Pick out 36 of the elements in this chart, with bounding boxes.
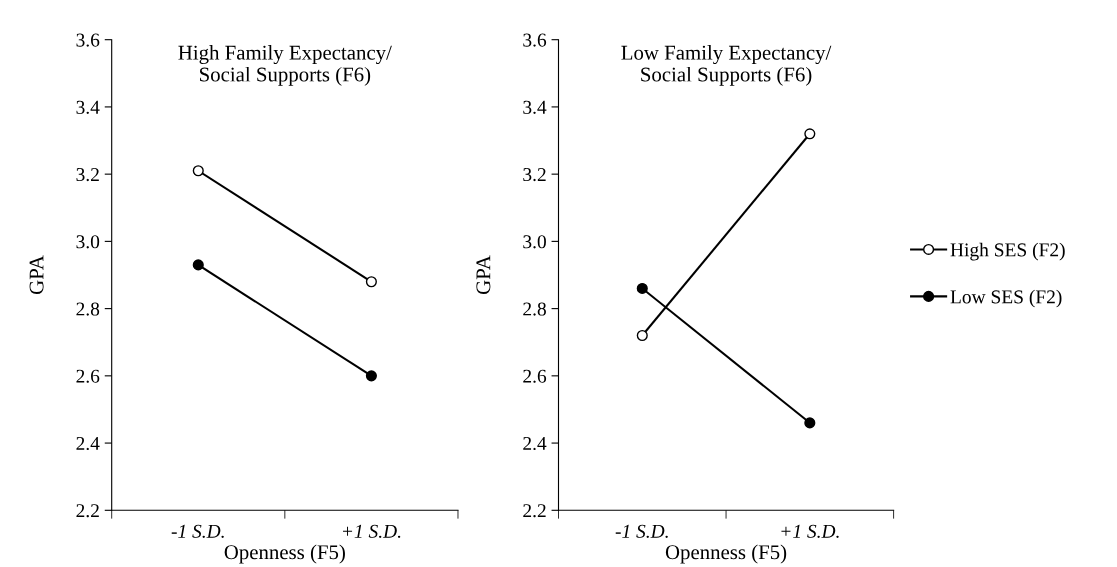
y-tick-label: 2.4 — [76, 436, 100, 451]
point — [804, 128, 816, 140]
text: Low Family Expectancy/ Social Supports (F6) — [621, 45, 832, 86]
point — [365, 276, 377, 288]
x-tick-label: +1 S.D. — [781, 524, 839, 538]
x-tick-label: -1 S.D. — [171, 524, 224, 538]
y-tick-label: 2.8 — [523, 302, 546, 316]
x-tick-label: +1 S.D. — [343, 524, 401, 538]
y-tick-label: 3.4 — [76, 100, 100, 114]
point — [192, 259, 204, 271]
legend-label: Low SES (F2) — [950, 289, 1062, 308]
point — [636, 282, 648, 294]
text: High Family Expectancy/ Social Supports (F6) — [178, 45, 392, 86]
x-axis-title: Openness (F5) — [224, 544, 345, 564]
point — [636, 329, 648, 342]
y-axis-title: GPA — [29, 255, 44, 295]
y-tick-label: 2.4 — [523, 436, 547, 451]
y-tick-label: 3.0 — [76, 235, 100, 249]
y-tick-label: 3.6 — [523, 33, 547, 47]
y-tick-label: 2.6 — [523, 369, 547, 383]
x-tick-label: -1 S.D. — [615, 524, 668, 538]
legend-label: High SES (F2) — [950, 242, 1065, 261]
y-tick-label: 2.8 — [76, 302, 100, 316]
y-tick-label: 3.6 — [76, 33, 100, 47]
y-tick-label: 2.6 — [76, 369, 100, 383]
y-axis-title: GPA — [476, 255, 491, 295]
y-tick-label: 3.2 — [76, 168, 99, 182]
point — [804, 417, 816, 429]
y-tick-label: 2.2 — [523, 504, 546, 518]
point — [365, 370, 377, 382]
x-axis-title: Openness (F5) — [665, 544, 787, 564]
y-tick-label: 2.2 — [76, 504, 99, 518]
y-tick-label: 3.2 — [523, 168, 546, 182]
y-tick-label: 3.0 — [523, 235, 546, 249]
y-tick-label: 3.4 — [523, 100, 547, 114]
point — [192, 165, 204, 177]
